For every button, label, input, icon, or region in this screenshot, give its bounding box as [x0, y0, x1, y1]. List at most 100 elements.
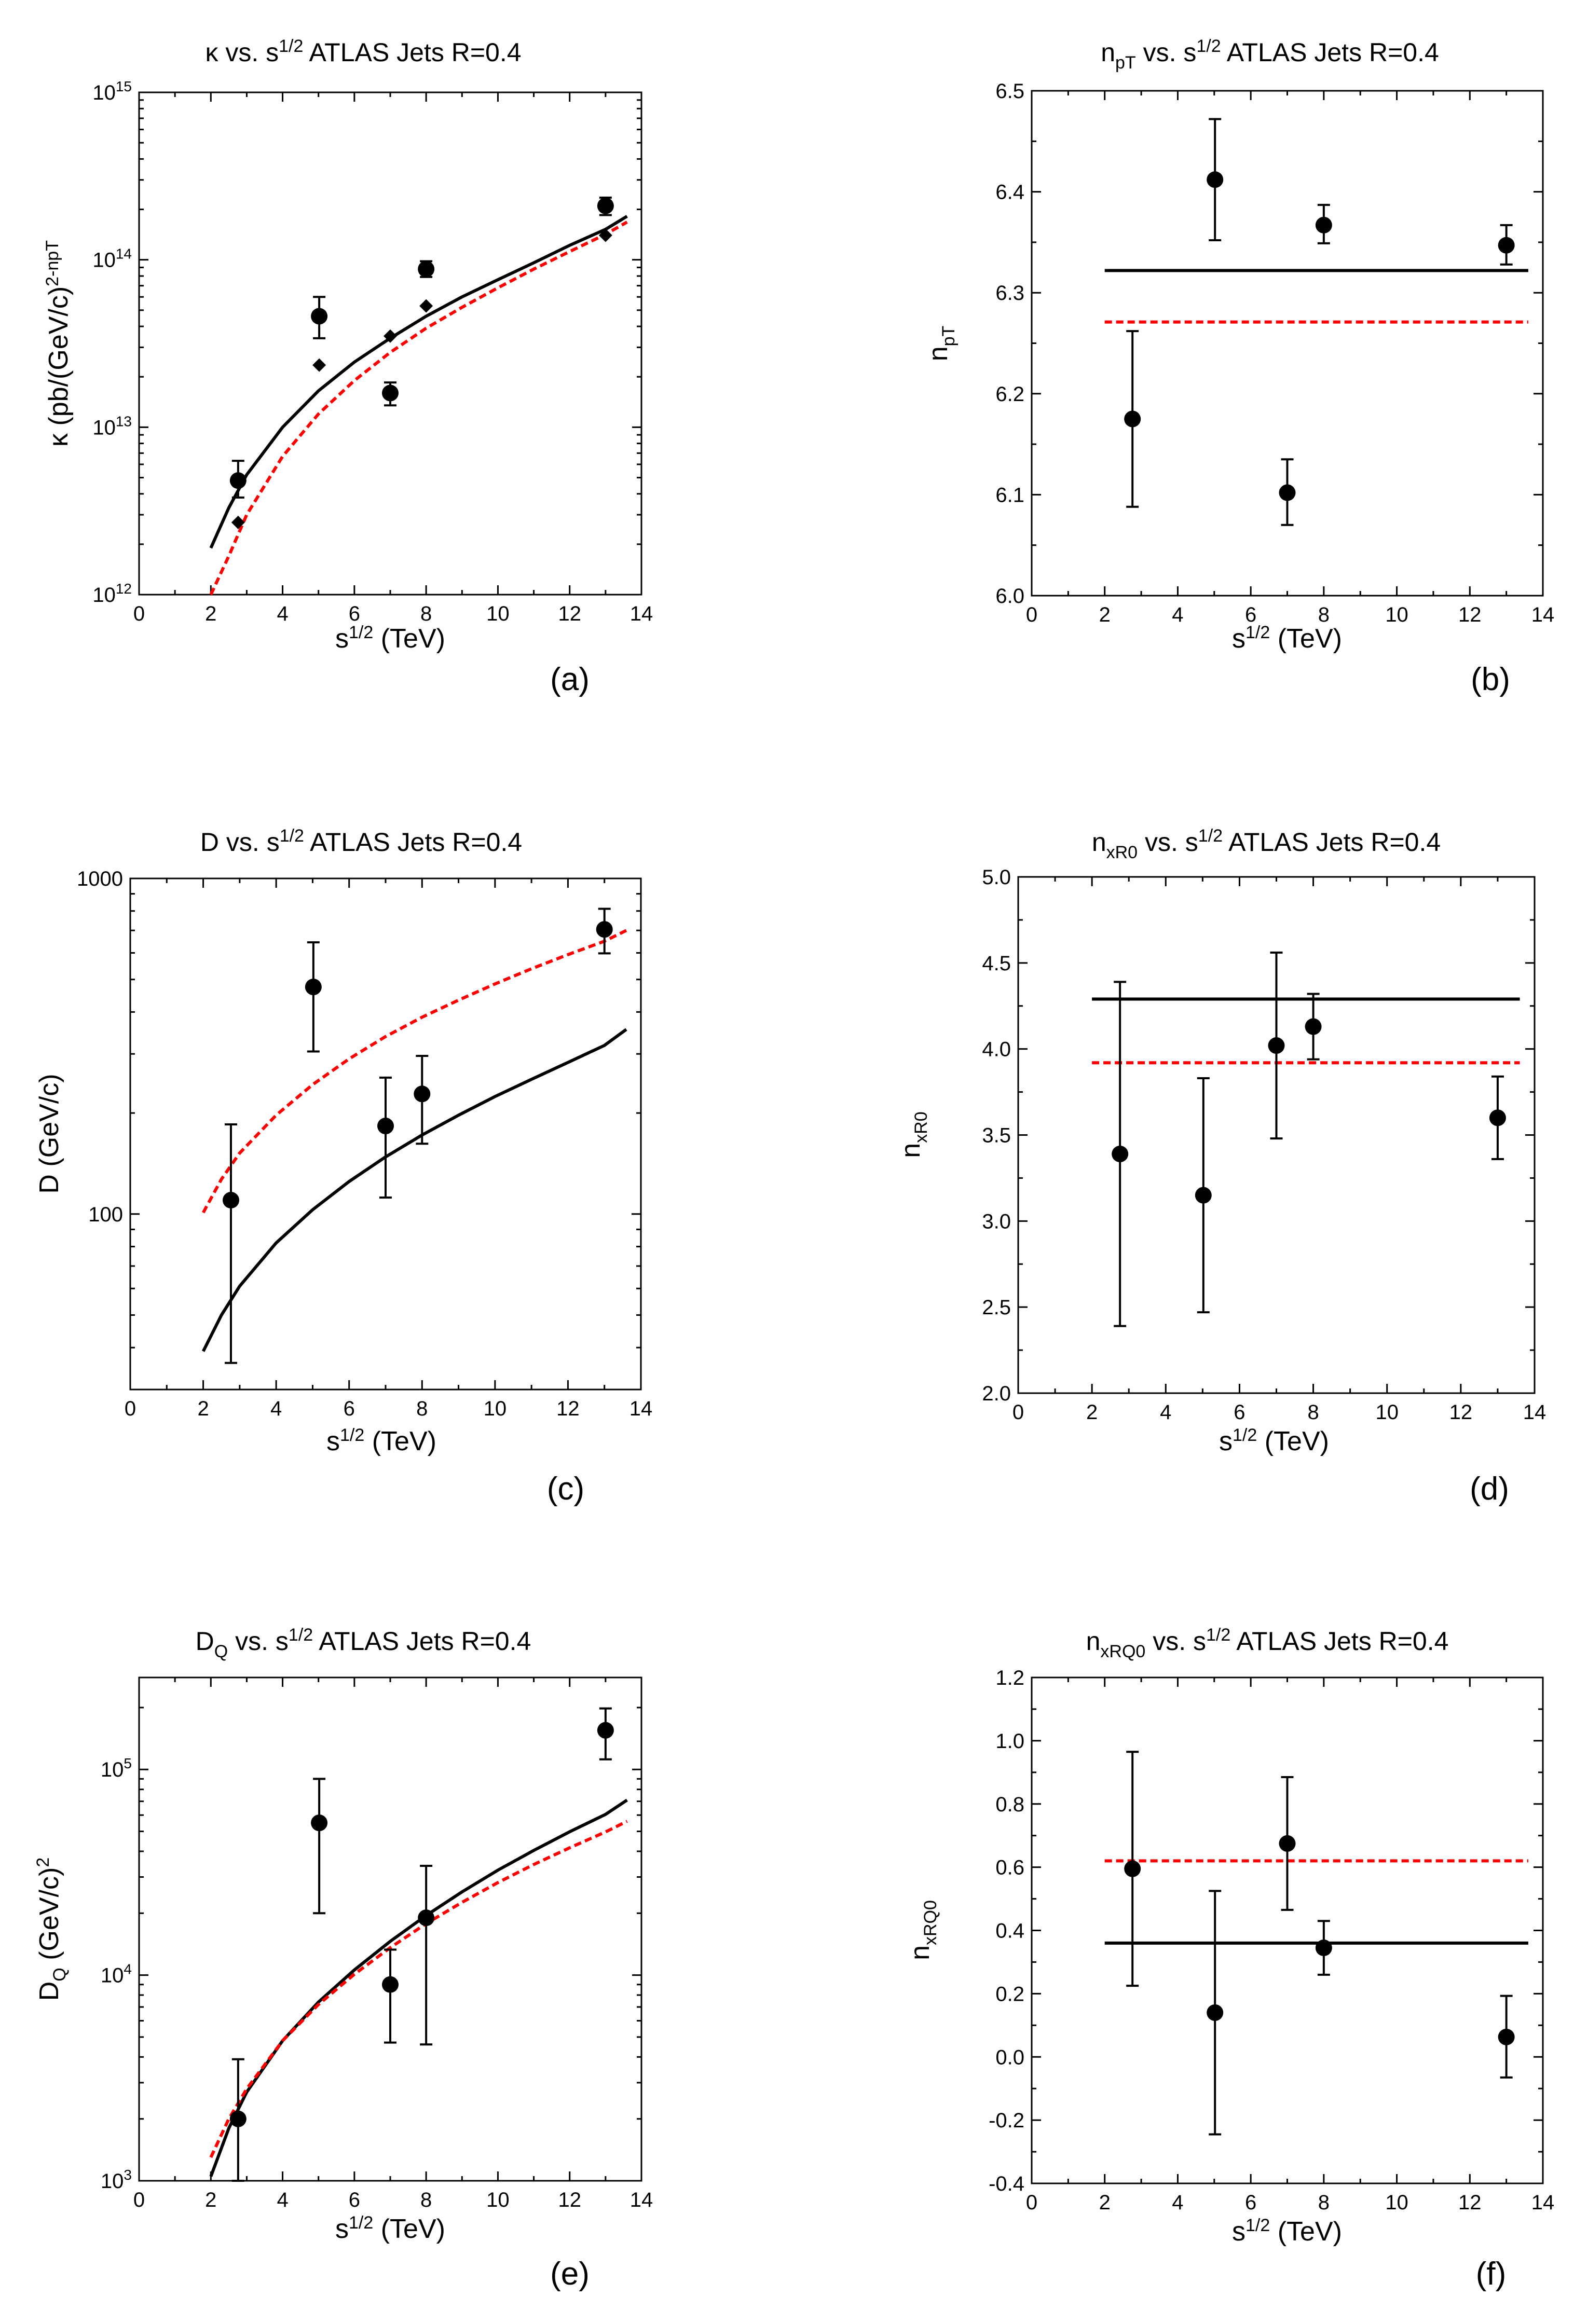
panel-e-xlabel: s1/2 (TeV) — [335, 2213, 445, 2244]
x-tick-label: 8 — [1318, 603, 1330, 626]
x-tick-label: 4 — [1160, 1401, 1171, 1424]
fit-curve-solid — [209, 1798, 628, 2177]
x-tick-label: 10 — [1385, 2191, 1408, 2214]
y-tick-label: 6.3 — [995, 282, 1024, 305]
data-point — [1207, 171, 1224, 188]
panel-d-fits — [1092, 997, 1520, 1065]
y-tick-label: 0.8 — [995, 1793, 1024, 1816]
x-tick-label: 14 — [1531, 2191, 1555, 2214]
x-tick-label: 14 — [630, 602, 653, 625]
x-tick-label: 8 — [416, 1397, 428, 1420]
x-tick-label: 10 — [486, 2189, 510, 2211]
x-tick-label: 0 — [1026, 2191, 1037, 2214]
panel-e-points — [229, 1707, 614, 2182]
x-tick-label: 4 — [1172, 603, 1183, 626]
x-tick-label: 6 — [1245, 603, 1256, 626]
data-point — [418, 1909, 435, 1927]
panel-e-ticks: 0 2 4 6 8 10 12 14 103 104 105 — [101, 1677, 653, 2211]
y-tick-label: 1013 — [92, 413, 132, 439]
x-tick-label: 12 — [1458, 603, 1482, 626]
panel-e-ylabel: DQ (GeV/c)2 — [33, 1858, 70, 2001]
y-tick-label: 1014 — [92, 246, 132, 272]
x-tick-label: 2 — [205, 602, 216, 625]
panel-c-label: (c) — [547, 1471, 584, 1507]
x-tick-label: 0 — [1012, 1401, 1024, 1424]
data-point — [377, 1118, 394, 1135]
x-tick-label: 12 — [558, 602, 581, 625]
panel-d-ticks: 0 2 4 6 8 10 12 14 2.0 2.5 3.0 3.5 4.0 4.5 5.0 — [982, 866, 1546, 1424]
y-tick-label: 2.5 — [982, 1296, 1011, 1319]
panel-a-xlabel: s1/2 (TeV) — [335, 623, 445, 654]
panel-c-ticks: 0 2 4 6 8 10 12 14 100 1000 — [77, 868, 652, 1420]
data-point — [597, 1722, 614, 1739]
panel-d-title: nxR0 vs. s1/2 ATLAS Jets R=0.4 — [1092, 826, 1441, 862]
y-tick-label: 1.0 — [995, 1730, 1024, 1753]
x-tick-label: 0 — [1026, 603, 1037, 626]
x-tick-label: 4 — [277, 2189, 288, 2211]
x-tick-label: 12 — [558, 2189, 581, 2211]
y-tick-label: -0.4 — [989, 2172, 1024, 2195]
data-point — [596, 921, 613, 938]
x-tick-label: 0 — [125, 1397, 136, 1420]
data-point — [1489, 1109, 1506, 1126]
panel-a-frame — [138, 91, 642, 596]
panel-f-title: nxRQ0 vs. s1/2 ATLAS Jets R=0.4 — [1086, 1625, 1449, 1661]
data-point — [1279, 1835, 1296, 1852]
data-point — [1305, 1018, 1322, 1035]
panel-e-fits — [209, 1798, 628, 2177]
x-tick-label: 12 — [1458, 2191, 1482, 2214]
panel-c: D vs. s1/2 ATLAS Jets R=0.4 0 2 4 6 8 10 12 14 1… — [34, 826, 652, 1507]
fit-curve-dashed — [201, 929, 627, 1214]
x-tick-label: 10 — [484, 1397, 507, 1420]
x-tick-label: 0 — [133, 602, 145, 625]
x-tick-label: 14 — [1523, 1401, 1546, 1424]
x-tick-label: 2 — [1099, 603, 1111, 626]
data-point — [311, 1814, 328, 1832]
panel-d: nxR0 vs. s1/2 ATLAS Jets R=0.4 0 2 4 6 8 10 12… — [896, 826, 1546, 1507]
x-tick-label: 2 — [197, 1397, 209, 1420]
x-tick-label: 14 — [630, 2189, 653, 2211]
panel-f-frame — [1031, 1676, 1544, 2184]
x-tick-label: 4 — [277, 602, 288, 625]
data-point — [1268, 1037, 1285, 1054]
y-tick-label: 1.2 — [995, 1667, 1024, 1689]
x-tick-label: 4 — [1172, 2191, 1183, 2214]
y-tick-label: 0.0 — [995, 2046, 1024, 2069]
data-point — [1315, 1940, 1332, 1957]
data-point — [222, 1192, 239, 1209]
panel-d-ylabel: nxR0 — [896, 1111, 931, 1158]
panel-e-label: (e) — [550, 2256, 590, 2292]
panel-b-ylabel: npT — [923, 326, 959, 362]
x-tick-label: 6 — [1234, 1401, 1245, 1424]
data-point — [414, 1085, 431, 1103]
diamond-marker — [312, 358, 326, 372]
y-tick-label: 0.4 — [995, 1920, 1024, 1943]
panel-f-ylabel: nxRQ0 — [905, 1900, 940, 1960]
y-tick-label: 3.5 — [982, 1124, 1011, 1147]
diamond-marker — [598, 228, 612, 242]
panel-d-points — [1112, 951, 1506, 1327]
panel-c-title: D vs. s1/2 ATLAS Jets R=0.4 — [200, 826, 522, 857]
data-point — [229, 472, 247, 489]
data-point — [1124, 410, 1141, 428]
x-tick-label: 6 — [349, 602, 360, 625]
data-point — [1315, 216, 1332, 233]
panel-d-label: (d) — [1470, 1471, 1509, 1507]
data-point — [382, 384, 399, 402]
panel-e-title: DQ vs. s1/2 ATLAS Jets R=0.4 — [196, 1625, 531, 1661]
y-tick-label: 105 — [101, 1755, 132, 1781]
x-tick-label: 10 — [1385, 603, 1408, 626]
panel-a-points — [229, 196, 614, 529]
y-tick-label: 4.0 — [982, 1038, 1011, 1061]
x-tick-label: 6 — [1245, 2191, 1256, 2214]
panel-f-label: (f) — [1476, 2256, 1507, 2292]
y-tick-label: -0.2 — [989, 2109, 1024, 2132]
panel-b: npT vs. s1/2 ATLAS Jets R=0.4 0 2 4 6 8 10 12 1… — [923, 36, 1554, 697]
x-tick-label: 14 — [629, 1397, 653, 1420]
x-tick-label: 12 — [556, 1397, 580, 1420]
panel-a-title: κ vs. s1/2 ATLAS Jets R=0.4 — [205, 36, 521, 67]
data-point — [305, 979, 322, 996]
x-tick-label: 8 — [420, 602, 432, 625]
x-tick-label: 2 — [205, 2189, 216, 2211]
